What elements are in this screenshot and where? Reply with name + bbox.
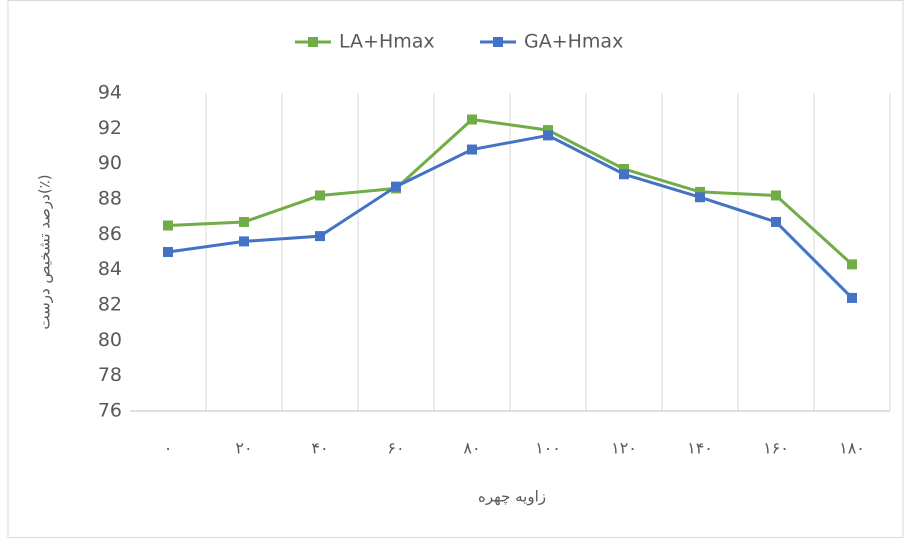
data-point bbox=[391, 181, 401, 192]
x-tick-label: ۸۰ bbox=[463, 439, 480, 458]
data-point bbox=[695, 186, 705, 197]
data-point bbox=[619, 169, 629, 180]
x-tick-label: ۴۰ bbox=[311, 439, 328, 458]
x-tick-label: ۱۰۰ bbox=[535, 439, 561, 458]
data-point bbox=[467, 144, 477, 155]
data-point bbox=[543, 125, 553, 136]
data-point bbox=[315, 231, 325, 242]
data-point bbox=[239, 236, 249, 247]
y-axis-label: درصد تشخیص درست(٪) bbox=[36, 174, 54, 329]
series-line bbox=[167, 117, 854, 266]
x-tick-label: ۱۴۰ bbox=[687, 439, 713, 458]
x-tick-label: ۶۰ bbox=[387, 439, 404, 458]
data-point bbox=[847, 292, 857, 303]
x-tick-label: ۲۰ bbox=[235, 439, 252, 458]
x-tick-label: ۰ bbox=[164, 439, 173, 458]
data-point bbox=[847, 259, 857, 270]
x-tick-label: ۱۸۰ bbox=[839, 439, 865, 458]
x-tick-label: ۱۲۰ bbox=[611, 439, 637, 458]
data-point bbox=[467, 114, 477, 125]
x-tick-label: ۱۶۰ bbox=[763, 439, 789, 458]
y-tick-label: 80 bbox=[98, 329, 122, 351]
data-point bbox=[695, 192, 705, 203]
legend-label: GA+Hmax bbox=[524, 31, 623, 53]
y-tick-label: 78 bbox=[98, 364, 122, 386]
y-tick-label: 94 bbox=[98, 82, 122, 104]
data-point bbox=[163, 247, 173, 257]
legend-label: LA+Hmax bbox=[339, 31, 435, 53]
y-tick-label: 92 bbox=[98, 117, 122, 139]
data-point bbox=[619, 163, 629, 174]
y-tick-label: 76 bbox=[98, 400, 122, 422]
legend-marker bbox=[493, 37, 503, 47]
data-point bbox=[543, 130, 553, 141]
y-tick-label: 88 bbox=[98, 188, 122, 210]
y-tick-label: 86 bbox=[98, 223, 122, 245]
data-point bbox=[315, 190, 325, 201]
y-tick-label: 82 bbox=[98, 294, 122, 316]
y-tick-label: 90 bbox=[98, 152, 122, 174]
y-tick-label: 84 bbox=[98, 258, 122, 280]
legend-marker bbox=[308, 37, 318, 47]
data-point bbox=[771, 216, 781, 227]
data-point bbox=[163, 220, 173, 231]
chart-frame bbox=[7, 0, 904, 538]
data-point bbox=[771, 190, 781, 201]
data-point bbox=[239, 216, 249, 227]
series-line bbox=[167, 133, 854, 299]
x-axis-label: زاویه چهره bbox=[478, 488, 546, 506]
